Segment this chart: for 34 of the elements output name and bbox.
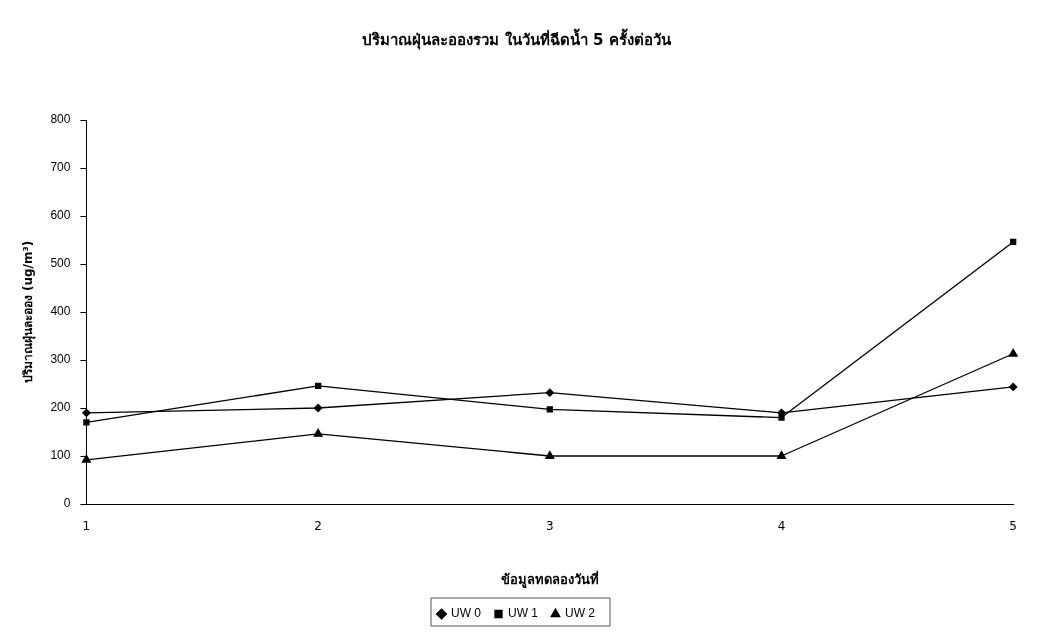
point — [81, 454, 91, 463]
point — [776, 450, 787, 459]
point — [546, 406, 553, 413]
y-tick-label: 400 — [50, 304, 71, 319]
point — [313, 403, 323, 413]
y-tick-label: 700 — [50, 160, 71, 175]
point — [313, 428, 323, 437]
y-tick-label: 300 — [50, 352, 71, 367]
y-tick-label: 0 — [63, 496, 71, 511]
point — [545, 388, 554, 397]
point — [1008, 348, 1018, 357]
point — [82, 408, 91, 417]
chart-title: ปริมาณฝุ่นละอองรวม ในวันที่ฉีดน้ำ 5 ครั้งต่อวัน — [362, 27, 672, 50]
x-tick-label: 2 — [314, 519, 322, 534]
legend-label: UW 1 — [508, 606, 539, 621]
y-tick-label: 100 — [50, 448, 71, 463]
point — [1010, 238, 1017, 246]
x-tick-label: 4 — [777, 519, 786, 534]
point — [777, 408, 786, 417]
point — [83, 419, 90, 426]
y-tick-label: 200 — [50, 400, 71, 415]
y-tick-label: 800 — [50, 112, 71, 127]
point — [545, 450, 555, 459]
x-tick-label: 3 — [545, 519, 554, 534]
legend-label: UW 2 — [565, 606, 596, 621]
point — [314, 382, 322, 390]
y-tick-label: 500 — [50, 256, 71, 271]
x-axis-title: ข้อมูลทดลองวันที่ — [500, 569, 599, 588]
y-tick-label: 600 — [50, 208, 71, 223]
point — [1009, 382, 1018, 392]
y-axis-title: ปริมาณฝุ่นละออง (ug/m³) — [21, 240, 37, 384]
x-tick-label: 1 — [82, 519, 91, 534]
x-tick-label: 5 — [1009, 519, 1017, 534]
legend-label: UW 0 — [451, 606, 482, 621]
